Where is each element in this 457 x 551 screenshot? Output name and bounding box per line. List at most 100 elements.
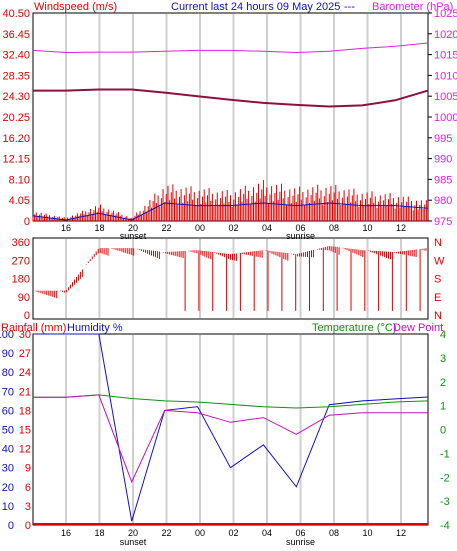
sun-marker-label: sunset [120,231,147,241]
wind-title: Windspeed (m/s) [34,1,117,13]
temp-tick-label: 1 [440,401,446,413]
direction-panel-frame [32,237,429,320]
temp-tick-label: 2 [440,377,446,389]
center-title: Current last 24 hours 09 May 2025 [171,1,340,13]
humidity-line [33,333,429,522]
temp-tick-label: 0 [440,425,446,437]
humidity-tick-label: 50 [2,425,14,437]
humidity-tick-label: 40 [2,444,14,456]
baro-tick-label: 980 [434,195,452,207]
sun-marker-label: sunrise [286,537,315,547]
direction-tick-label: 90 [18,292,30,304]
x-tick-label-bottom: 02 [228,528,238,538]
baro-tick-label: 1000 [434,112,457,124]
rain-tick-label: 15 [19,425,31,437]
rain-tick-label: 18 [19,405,31,417]
x-tick-label-top: 18 [94,223,104,233]
wind-tick-label: 0 [24,216,30,228]
rain-tick-label: 27 [19,348,31,360]
temp-tick-label: -2 [440,472,450,484]
wind-tick-label: 4.05 [9,195,30,207]
temp-tick-label: -3 [440,496,450,508]
x-tick-label-top: 10 [362,223,372,233]
x-tick-label-top: 04 [262,223,272,233]
rain-tick-label: 0 [25,520,31,532]
x-tick-label-top: 02 [228,223,238,233]
baro-tick-label: 995 [434,133,452,145]
baro-tick-label: 1020 [434,29,457,41]
x-tick-label-bottom: 04 [262,528,272,538]
wind-tick-label: 24.30 [2,91,30,103]
direction-tick-label: 0 [24,310,30,322]
rain-tick-label: 6 [25,482,31,494]
rain-tick-label: 21 [19,386,31,398]
title-separator: --- [344,1,355,13]
humidity-tick-label: 60 [2,405,14,417]
wind-tick-label: 28.35 [2,70,30,82]
temp-tick-label: 3 [440,353,446,365]
baro-tick-label: 975 [434,216,452,228]
rain-title: Rainfall (mm) [1,322,66,334]
climate-panel-frame [32,333,429,526]
axis-labels: 1616181820202222000002020404060608081010… [0,8,457,547]
direction-tick-label: 360 [12,237,30,249]
baro-tick-label: 1010 [434,70,457,82]
wind-average-line [32,202,429,221]
compass-tick-label: N [434,310,442,322]
humidity-tick-label: 80 [2,367,14,379]
x-tick-label-bottom: 08 [329,528,339,538]
compass-tick-label: E [434,292,441,304]
humidity-tick-label: 100 [0,329,14,341]
wind-tick-label: 8.10 [9,174,30,186]
baro-tick-label: 1005 [434,91,457,103]
humidity-tick-label: 70 [2,386,14,398]
x-tick-label-top: 22 [161,223,171,233]
x-tick-label-bottom: 10 [362,528,372,538]
rain-tick-label: 3 [25,501,31,513]
baro-tick-label: 1025 [434,8,457,20]
sun-marker-label: sunrise [286,231,315,241]
wind-panel-frame [32,12,429,222]
direction-tick-label: 270 [12,255,30,267]
x-tick-label-top: 00 [195,223,205,233]
x-tick-label-top: 16 [61,223,71,233]
sun-marker-label: sunset [120,537,147,547]
x-tick-label-bottom: 18 [94,528,104,538]
x-tick-label-bottom: 00 [195,528,205,538]
compass-tick-label: S [434,274,441,286]
compass-tick-label: W [434,255,445,267]
humidity-tick-label: 20 [2,482,14,494]
temp-tick-label: 4 [440,329,446,341]
x-tick-label-top: 06 [295,223,305,233]
x-tick-label-bottom: 20 [128,528,138,538]
x-tick-label-top: 12 [396,223,406,233]
x-tick-label-bottom: 06 [295,528,305,538]
x-tick-label-top: 20 [128,223,138,233]
rain-tick-label: 30 [19,329,31,341]
wind-tick-label: 12.15 [2,154,30,166]
humidity-tick-label: 90 [2,348,14,360]
wind-tick-label: 16.20 [2,133,30,145]
rain-tick-label: 9 [25,463,31,475]
wind-tick-label: 32.40 [2,50,30,62]
humidity-tick-label: 30 [2,463,14,475]
humidity-title: Humidity % [67,322,123,334]
x-tick-label-bottom: 22 [161,528,171,538]
temp-tick-label: -4 [440,520,450,532]
wind-tick-label: 20.25 [2,112,30,124]
grid-lines [65,12,432,524]
x-tick-label-top: 08 [329,223,339,233]
dew-title: Dew Point [393,322,443,334]
rain-tick-label: 24 [19,367,31,379]
dewpoint-line [33,394,428,484]
wind-tick-label: 40.50 [2,8,30,20]
x-tick-label-bottom: 16 [61,528,71,538]
baro-tick-label: 985 [434,174,452,186]
barometer-line [32,42,429,54]
x-tick-label-bottom: 12 [396,528,406,538]
baro-tick-label: 990 [434,154,452,166]
chart-marks [32,42,429,525]
temp-title: Temperature (°C) [312,322,396,334]
baro-title: Barometer (hPa) [372,1,453,13]
